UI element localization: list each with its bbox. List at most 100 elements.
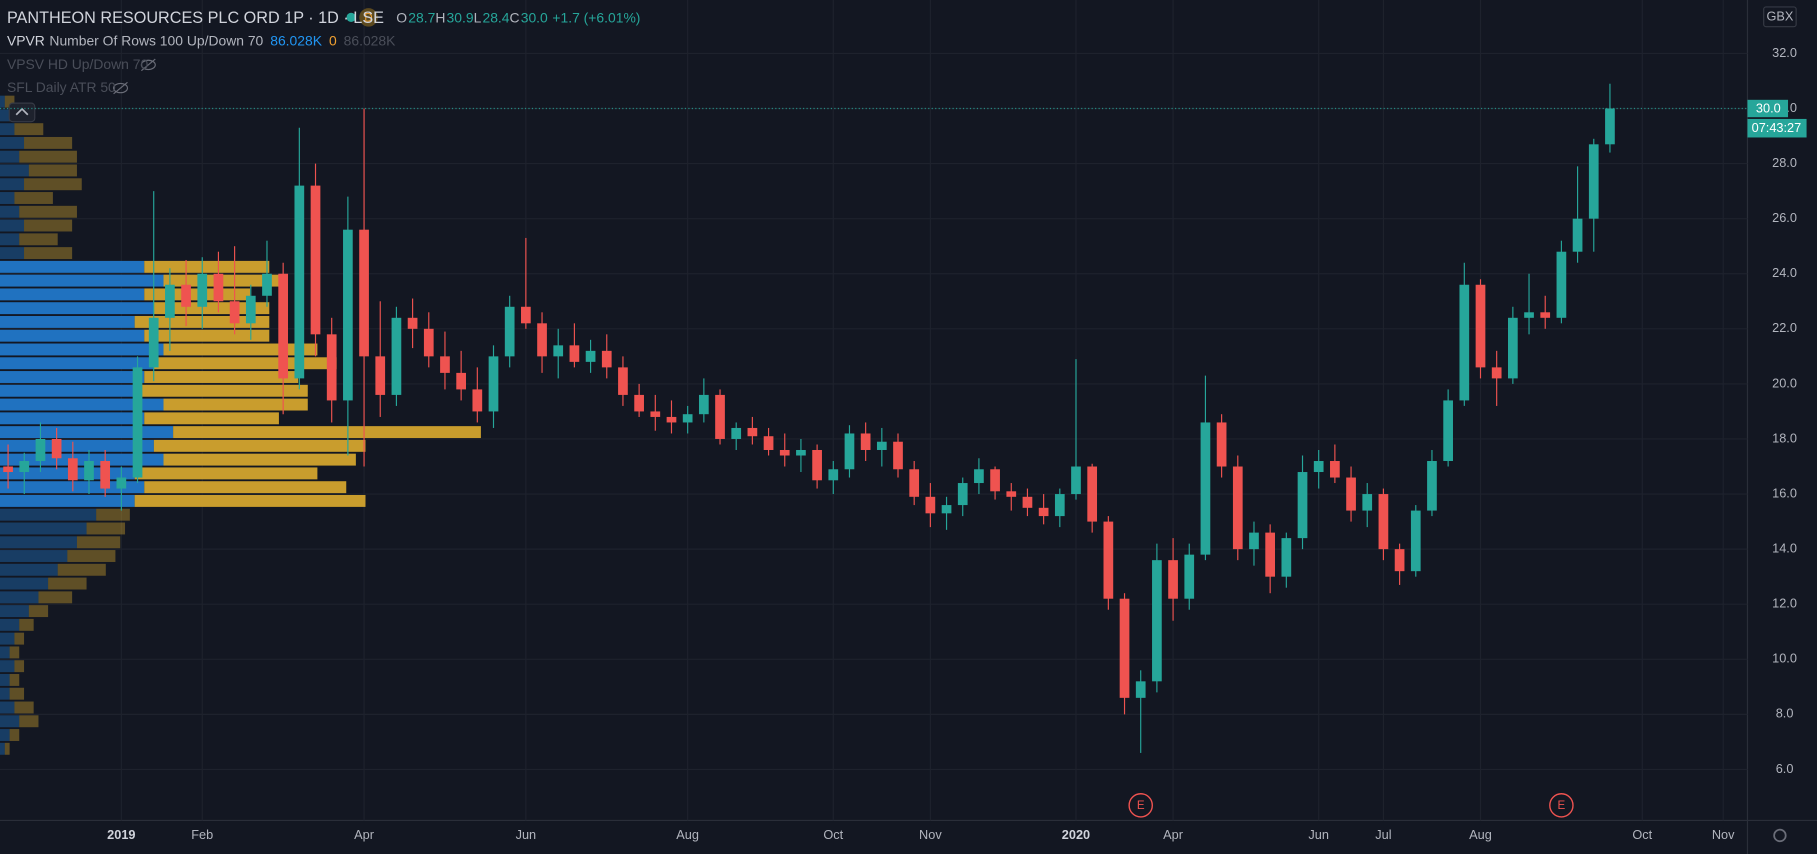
last-price-label: 30.0: [1756, 100, 1781, 115]
candle-body: [1346, 477, 1356, 511]
indicator-params: Number Of Rows 100 Up/Down 70: [49, 32, 263, 48]
candle-body: [682, 414, 693, 423]
candle-body: [1216, 422, 1227, 467]
ohlc-value: 30.0: [521, 9, 548, 25]
candle-body: [1410, 510, 1421, 572]
candle-body: [1249, 532, 1259, 550]
candle-body: [84, 461, 94, 481]
profile-down-bar: [24, 247, 73, 260]
profile-up-bar: [0, 577, 49, 590]
event-marker[interactable]: [1128, 793, 1153, 818]
profile-up-bar: [0, 660, 15, 673]
currency: GBX: [1766, 9, 1793, 24]
candle-body: [181, 284, 191, 307]
candle-body: [19, 461, 30, 473]
candle-body: [618, 367, 628, 395]
currency-box[interactable]: [1763, 6, 1797, 28]
candle-body: [1135, 681, 1146, 698]
profile-up-bar: [0, 481, 145, 494]
candle-body: [262, 273, 272, 296]
hidden-icon[interactable]: [112, 81, 129, 95]
profile-down-bar: [134, 467, 318, 480]
profile-down-bar: [173, 426, 481, 439]
x-tick-label: Oct: [1632, 827, 1652, 842]
candle-body: [698, 394, 709, 415]
overlay: D PANTHEON RESOURCES PLC ORD 1P · 1D · L…: [0, 6, 1807, 843]
ohlc-legend: O28.7H30.9L28.4C30.0 +1.7 (+6.01%): [396, 9, 640, 25]
profile-up-bar: [0, 453, 164, 466]
candle-body: [1297, 472, 1308, 539]
indicator-value: 86.028K: [344, 32, 396, 48]
profile-up-bar: [0, 288, 145, 301]
candle-body: [715, 394, 725, 439]
x-tick-label: Aug: [1469, 827, 1492, 842]
candle-body: [1394, 549, 1405, 572]
candle-body: [1168, 560, 1178, 599]
candle-body: [893, 441, 903, 470]
candle-body: [957, 483, 968, 506]
profile-down-bar: [86, 522, 126, 535]
candle-body: [1491, 367, 1502, 379]
candle-body: [1087, 466, 1098, 522]
candle-body: [731, 427, 742, 439]
profile-down-bar: [19, 205, 77, 218]
profile-up-bar: [0, 329, 145, 342]
collapse-button[interactable]: [8, 102, 36, 123]
candle-body: [148, 317, 159, 368]
candle-body: [1184, 554, 1195, 599]
candle-body: [941, 505, 952, 514]
candle-body: [569, 345, 580, 362]
profile-up-bar: [0, 646, 10, 659]
y-tick-label: 18.0: [1772, 430, 1797, 445]
profile-down-bar: [144, 288, 251, 301]
candle-body: [909, 469, 920, 497]
profile-down-bar: [14, 701, 34, 714]
profile-up-bar: [0, 302, 154, 315]
profile-down-bar: [14, 192, 53, 204]
x-tick-label: Jun: [516, 827, 537, 842]
y-tick-label: 10.0: [1772, 651, 1797, 666]
candle-body: [1152, 560, 1162, 682]
hidden-icon[interactable]: [140, 58, 156, 72]
candle-body: [407, 317, 418, 329]
candle-body: [116, 477, 127, 489]
candle-body: [1232, 466, 1243, 550]
indicator-name: VPSV HD Up/Down 70: [7, 56, 149, 72]
candle-body: [1022, 496, 1033, 508]
y-tick-label: 22.0: [1772, 320, 1797, 335]
ohlc-key: C: [510, 9, 520, 25]
profile-down-bar: [48, 577, 87, 590]
profile-up-bar: [0, 522, 87, 535]
event-marker[interactable]: [1549, 793, 1574, 818]
profile-down-bar: [144, 371, 299, 383]
candle-body: [796, 449, 806, 456]
profile-down-bar: [14, 660, 25, 673]
profile-up-bar: [0, 673, 10, 686]
candle-body: [1281, 538, 1292, 577]
settings-icon[interactable]: [1773, 828, 1787, 843]
candle-body: [1313, 461, 1324, 473]
profile-down-bar: [163, 398, 308, 411]
candle-body: [1459, 284, 1470, 401]
candle-body: [1588, 144, 1599, 219]
profile-down-bar: [144, 412, 279, 425]
profile-up-bar: [0, 632, 15, 645]
candle-body: [245, 295, 256, 324]
profile-down-bar: [19, 150, 77, 163]
candle-body: [504, 306, 515, 357]
candle-body: [165, 284, 175, 318]
candle-body: [391, 317, 402, 395]
profile-up-bar: [0, 508, 97, 521]
profile-down-bar: [24, 219, 73, 232]
candle-body: [343, 229, 353, 401]
profile-up-bar: [0, 536, 77, 549]
profile-up-bar: [0, 494, 135, 507]
event-label: E: [1137, 800, 1145, 812]
profile-down-bar: [144, 260, 270, 273]
candles: [3, 83, 1615, 753]
x-tick-label: 2020: [1062, 827, 1090, 842]
indicator-name: SFL Daily ATR 50: [7, 79, 116, 95]
change: +1.7 (+6.01%): [552, 9, 640, 25]
profile-up-bar: [0, 729, 10, 741]
